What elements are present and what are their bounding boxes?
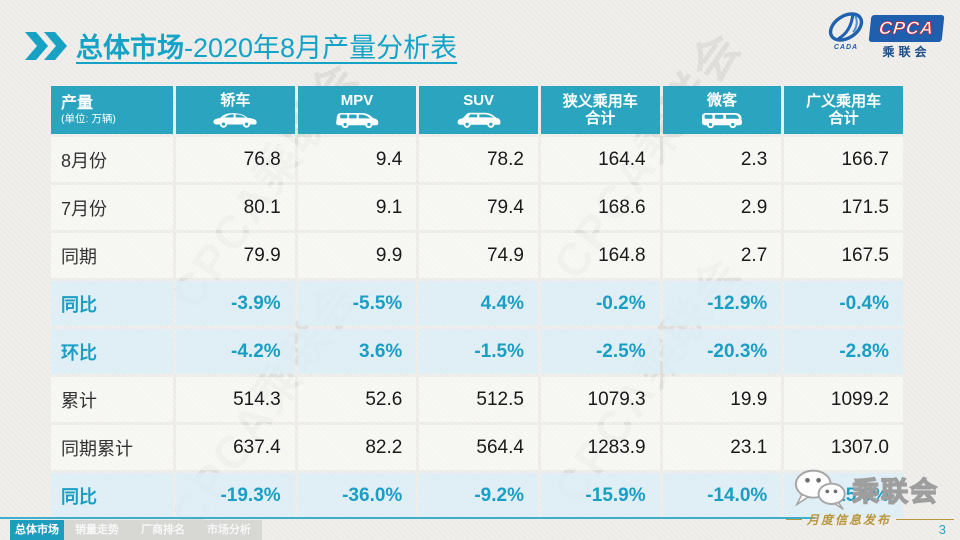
cell: 1307.0 <box>784 425 903 470</box>
page-title: 总体市场-2020年8月产量分析表 <box>76 33 458 63</box>
row-label: 7月份 <box>51 185 173 230</box>
row-label: 环比 <box>51 329 173 374</box>
wechat-account-label: 乘联会 <box>851 476 939 507</box>
production-table: 产量 (单位: 万辆) 轿车 MPV <box>48 83 906 521</box>
cell: 9.4 <box>297 137 417 182</box>
mpv-icon <box>336 112 379 128</box>
row-label: 同期累计 <box>51 425 173 470</box>
double-chevron-icon <box>25 31 67 60</box>
cell: 3.6% <box>297 329 417 374</box>
cell: 168.6 <box>540 185 660 230</box>
cell: 164.4 <box>540 137 660 182</box>
cpca-logo: CADA CPCA 乘联会 <box>825 8 944 60</box>
cell: 52.6 <box>297 377 417 422</box>
publish-label: 月度信息发布 <box>785 511 954 528</box>
sedan-icon <box>213 112 257 128</box>
cell: 78.2 <box>419 137 538 182</box>
table-row: 累计 514.3 52.6 512.5 1079.3 19.9 1099.2 <box>51 377 903 422</box>
cell: -1.5% <box>419 329 538 374</box>
cell: 79.4 <box>419 185 538 230</box>
cell: 79.9 <box>176 233 295 278</box>
header-narrow-pv-total: 狭义乘用车 合计 <box>540 86 660 134</box>
tab-sales-trend[interactable]: 销量走势 <box>64 520 130 540</box>
cell: 166.7 <box>784 137 903 182</box>
header-production: 产量 (单位: 万辆) <box>51 86 173 134</box>
table-row: 同期 79.9 9.9 74.9 164.8 2.7 167.5 <box>51 233 903 278</box>
cell: 9.9 <box>297 233 417 278</box>
wechat-badge: 乘联会 <box>792 466 939 512</box>
cell: -12.9% <box>662 281 782 326</box>
cell: -2.8% <box>784 329 903 374</box>
cell: 80.1 <box>176 185 295 230</box>
cell: 564.4 <box>419 425 538 470</box>
tab-overall-market[interactable]: 总体市场 <box>10 520 64 540</box>
cpca-chinese-label: 乘联会 <box>882 45 931 59</box>
row-label: 累计 <box>51 377 173 422</box>
cell: 637.4 <box>176 425 295 470</box>
cell: -15.9% <box>540 473 660 518</box>
table-row: 同期累计 637.4 82.2 564.4 1283.9 23.1 1307.0 <box>51 425 903 470</box>
cell: 512.5 <box>419 377 538 422</box>
cell: 9.1 <box>297 185 417 230</box>
cell: 164.8 <box>540 233 660 278</box>
footer-divider <box>0 517 815 519</box>
row-label: 同比 <box>51 473 173 518</box>
row-label: 8月份 <box>51 137 173 182</box>
cell: -9.2% <box>419 473 538 518</box>
cell: -0.4% <box>784 281 903 326</box>
cell: 1099.2 <box>784 377 903 422</box>
cpca-wordmark: CPCA <box>869 16 944 41</box>
cell: 514.3 <box>176 377 295 422</box>
cell: -2.5% <box>540 329 660 374</box>
suv-icon <box>457 112 501 128</box>
cell: -14.0% <box>662 473 782 518</box>
cell: 2.3 <box>662 137 782 182</box>
cell: 23.1 <box>662 425 782 470</box>
cell: 2.9 <box>662 185 782 230</box>
page-number: 3 <box>938 522 946 537</box>
cell: 1079.3 <box>540 377 660 422</box>
table-header-row: 产量 (单位: 万辆) 轿车 MPV <box>51 86 903 134</box>
wechat-icon <box>794 469 846 510</box>
cada-label: CADA <box>833 44 859 51</box>
table-row-mom: 环比 -4.2% 3.6% -1.5% -2.5% -20.3% -2.8% <box>51 329 903 374</box>
row-label: 同期 <box>51 233 173 278</box>
footer-nav: 总体市场 销量走势 厂商排名 市场分析 <box>10 520 262 540</box>
tab-market-analysis[interactable]: 市场分析 <box>196 520 262 540</box>
cell: 171.5 <box>784 185 903 230</box>
header-mpv: MPV <box>297 86 417 134</box>
cell: 82.2 <box>297 425 417 470</box>
header-sedan: 轿车 <box>176 86 295 134</box>
table-row-yoy: 同比 -3.9% -5.5% 4.4% -0.2% -12.9% -0.4% <box>51 281 903 326</box>
cell: -3.9% <box>176 281 295 326</box>
cell: 2.7 <box>662 233 782 278</box>
header-suv: SUV <box>419 86 538 134</box>
table-row: 7月份 80.1 9.1 79.4 168.6 2.9 171.5 <box>51 185 903 230</box>
cell: -5.5% <box>297 281 417 326</box>
minibus-icon <box>701 112 742 128</box>
header-minibus: 微客 <box>662 86 782 134</box>
cell: -20.3% <box>662 329 782 374</box>
cell: 1283.9 <box>540 425 660 470</box>
cell: -0.2% <box>540 281 660 326</box>
cell: -19.3% <box>176 473 295 518</box>
tab-manufacturer-ranking[interactable]: 厂商排名 <box>130 520 196 540</box>
cpca-emblem-icon <box>828 12 864 42</box>
cell: 74.9 <box>419 233 538 278</box>
cell: 4.4% <box>419 281 538 326</box>
cell: 167.5 <box>784 233 903 278</box>
title-bar: 总体市场-2020年8月产量分析表 <box>24 26 457 65</box>
cell: -4.2% <box>176 329 295 374</box>
cell: 19.9 <box>662 377 782 422</box>
cell: -36.0% <box>297 473 417 518</box>
table-row: 8月份 76.8 9.4 78.2 164.4 2.3 166.7 <box>51 137 903 182</box>
row-label: 同比 <box>51 281 173 326</box>
cell: 76.8 <box>176 137 295 182</box>
header-broad-pv-total: 广义乘用车 合计 <box>784 86 903 134</box>
table-row-yoy-cum: 同比 -19.3% -36.0% -9.2% -15.9% -14.0% -15… <box>51 473 903 518</box>
